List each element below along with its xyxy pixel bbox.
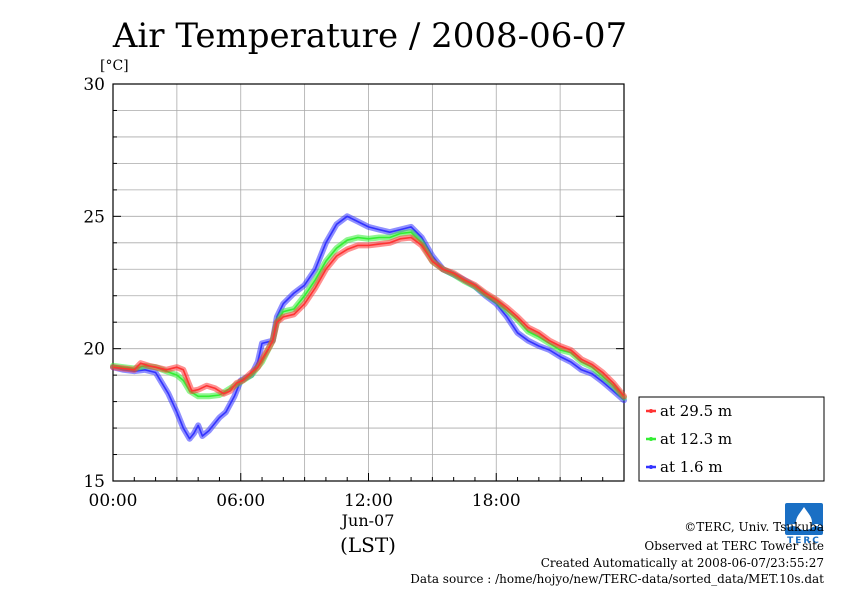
y-tick-label: 30 [83,75,105,95]
x-tick-label: 06:00 [216,491,265,511]
chart-title: Air Temperature / 2008-06-07 [112,16,627,56]
legend-label: at 12.3 m [660,430,732,448]
x-tick-label: 12:00 [344,491,393,511]
legend-marker [649,465,653,469]
legend: at 29.5 m at 12.3 m at 1.6 m [638,396,825,482]
legend-marker [649,409,653,413]
legend-marker [649,437,653,441]
y-tick-label: 15 [83,472,105,492]
series-line [112,215,625,440]
legend-label: at 1.6 m [660,458,723,476]
wave-icon [786,524,822,530]
terc-logo: TERC [785,503,823,546]
legend-box [638,396,825,482]
x-tick-label: 00:00 [89,491,138,511]
logo-text: TERC [787,536,821,546]
series-line [112,236,625,397]
water-drop-icon [796,507,812,530]
observed-text: Observed at TERC Tower site [644,539,824,553]
y-tick-label: 25 [83,207,105,227]
x-axis-date-label: Jun-07 [340,511,395,530]
series-layer [110,213,627,442]
x-tick-label: 18:00 [472,491,521,511]
legend-label: at 29.5 m [660,402,732,420]
created-text: Created Automatically at 2008-06-07/23:5… [541,556,824,570]
y-axis: 15 20 25 30 [83,75,624,492]
grid-lines [113,84,624,481]
copyright-text: ©TERC, Univ. Tsukuba [684,520,824,534]
x-axis-unit-label: (LST) [340,533,396,557]
x-axis: 00:00 06:00 12:00 18:00 [89,473,604,511]
y-axis-unit: [°C] [100,58,129,74]
y-tick-label: 20 [83,340,105,360]
data-source-text: Data source : /home/hojyo/new/TERC-data/… [410,572,824,586]
